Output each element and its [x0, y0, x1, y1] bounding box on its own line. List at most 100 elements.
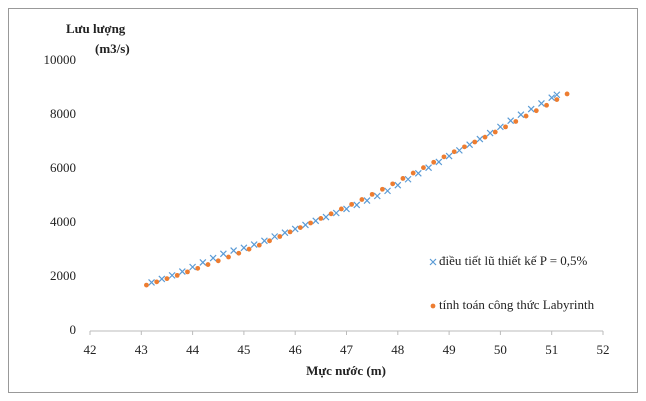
- data-point: [287, 229, 293, 235]
- data-point: [390, 181, 396, 187]
- data-point: [271, 233, 279, 240]
- data-point: [527, 105, 535, 113]
- data-point: [195, 265, 201, 271]
- y-tick-label: 2000: [50, 268, 76, 283]
- data-point: [548, 94, 556, 102]
- legend-label: điều tiết lũ thiết kế P = 0,5%: [439, 253, 588, 268]
- data-point: [400, 176, 406, 181]
- data-point: [538, 99, 545, 107]
- y-tick-label: 0: [70, 322, 77, 337]
- data-point: [318, 216, 324, 221]
- data-point: [199, 258, 207, 266]
- data-point: [394, 181, 402, 189]
- x-tick-label: 47: [340, 342, 354, 357]
- data-point: [260, 237, 268, 245]
- data-point: [517, 111, 525, 119]
- legend-label: tính toán công thức Labyrinth: [439, 297, 595, 312]
- data-point: [486, 129, 494, 137]
- data-point: [240, 244, 248, 252]
- data-point: [544, 102, 549, 108]
- data-point: [507, 117, 515, 125]
- data-point: [451, 149, 457, 155]
- data-point: [476, 135, 484, 143]
- data-point: [523, 113, 529, 119]
- data-point: [281, 229, 289, 237]
- data-point: [380, 186, 385, 192]
- data-point: [338, 206, 344, 212]
- data-point: [431, 159, 437, 165]
- data-point: [164, 276, 170, 282]
- y-axis-label: (m3/s): [95, 41, 130, 56]
- data-point: [441, 154, 447, 160]
- y-tick-label: 10000: [44, 52, 77, 67]
- data-point: [308, 220, 313, 226]
- data-point: [554, 97, 560, 103]
- data-point: [533, 108, 539, 114]
- data-point: [322, 213, 330, 221]
- data-point: [267, 238, 272, 244]
- data-point: [359, 197, 365, 202]
- x-tick-label: 45: [237, 342, 250, 357]
- data-point: [215, 258, 221, 264]
- data-point: [302, 221, 309, 229]
- data-point: [277, 234, 283, 239]
- data-point: [154, 279, 160, 285]
- data-point: [553, 91, 561, 99]
- data-point: [185, 269, 190, 275]
- x-tick-label: 51: [545, 342, 558, 357]
- data-point: [174, 272, 180, 278]
- x-tick-label: 52: [597, 342, 610, 357]
- data-point: [496, 123, 504, 131]
- data-point: [246, 246, 252, 252]
- data-point: [205, 262, 211, 267]
- data-point: [230, 247, 238, 254]
- data-point: [256, 242, 262, 248]
- legend-marker: [430, 303, 436, 309]
- legend-marker: [429, 258, 437, 266]
- data-point: [226, 254, 231, 260]
- data-point: [291, 225, 299, 233]
- data-point: [312, 217, 320, 225]
- data-point: [148, 278, 155, 286]
- data-point: [343, 205, 350, 213]
- y-tick-label: 8000: [50, 106, 76, 121]
- y-axis-label: Lưu lượng: [66, 21, 126, 36]
- data-point: [564, 91, 570, 97]
- x-tick-label: 48: [391, 342, 404, 357]
- data-point: [332, 209, 340, 217]
- data-point: [455, 146, 463, 154]
- data-point: [445, 152, 453, 160]
- data-point: [384, 187, 391, 195]
- data-point: [158, 275, 166, 283]
- data-point: [425, 164, 433, 172]
- x-tick-label: 44: [186, 342, 200, 357]
- data-point: [209, 254, 217, 262]
- data-point: [404, 175, 412, 183]
- data-point: [363, 197, 371, 205]
- data-point: [236, 250, 242, 256]
- data-point: [369, 191, 375, 197]
- x-tick-label: 50: [494, 342, 507, 357]
- data-point: [144, 282, 149, 288]
- data-point: [297, 225, 303, 230]
- data-point: [250, 241, 258, 249]
- data-point: [349, 201, 355, 207]
- x-axis-label: Mực nước (m): [306, 363, 386, 378]
- y-tick-label: 6000: [50, 160, 76, 175]
- data-point: [353, 201, 361, 209]
- data-point: [421, 165, 426, 171]
- data-point: [373, 192, 381, 200]
- data-point: [466, 141, 474, 149]
- x-tick-label: 49: [443, 342, 456, 357]
- data-point: [410, 170, 416, 176]
- data-point: [178, 268, 186, 276]
- data-point: [482, 134, 488, 140]
- data-point: [462, 144, 467, 150]
- x-tick-label: 46: [289, 342, 303, 357]
- data-point: [513, 119, 519, 124]
- x-tick-label: 43: [135, 342, 148, 357]
- data-point: [472, 139, 478, 145]
- data-point: [189, 263, 197, 271]
